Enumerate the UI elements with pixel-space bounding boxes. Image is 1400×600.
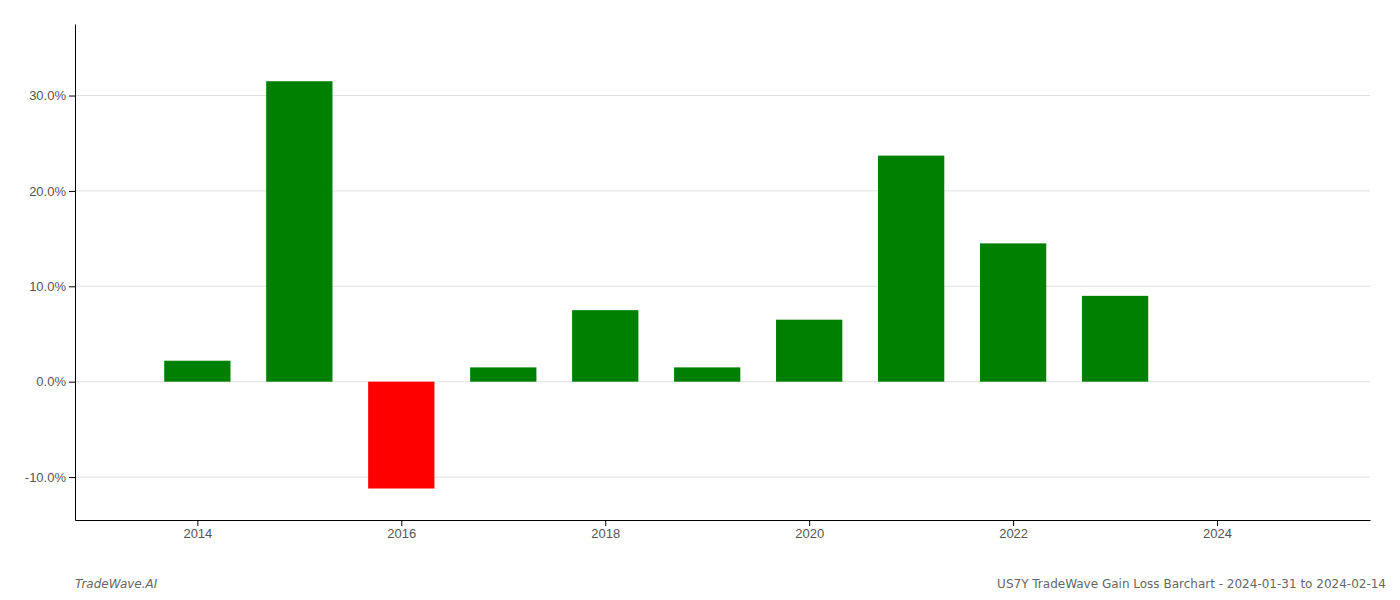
x-tick-mark — [1013, 520, 1014, 526]
plot-area: -10.0% 0.0% 10.0% 20.0% 30.0% 2014 2016 2018 202… — [25, 25, 1371, 542]
chart-svg: -10.0% 0.0% 10.0% 20.0% 30.0% 2014 2016 2018 202… — [0, 0, 1400, 600]
y-tick-mark — [69, 191, 75, 192]
x-tick: 2014 — [183, 520, 212, 541]
y-tick: 0.0% — [36, 374, 75, 389]
x-tick-label: 2016 — [387, 526, 416, 541]
x-tick: 2018 — [591, 520, 620, 541]
x-tick: 2020 — [795, 520, 824, 541]
bar — [674, 367, 740, 381]
x-tick-mark — [197, 520, 198, 526]
bar — [164, 361, 230, 382]
bar — [980, 243, 1046, 381]
x-tick-label: 2020 — [795, 526, 824, 541]
y-tick-label: 0.0% — [36, 374, 66, 389]
x-tick-mark — [1217, 520, 1218, 526]
y-tick-label: 20.0% — [29, 184, 66, 199]
x-tick-label: 2014 — [183, 526, 212, 541]
y-tick: 20.0% — [29, 184, 75, 199]
y-tick-label: 10.0% — [29, 279, 66, 294]
y-axis-line — [75, 25, 76, 521]
y-tick-mark — [69, 96, 75, 97]
y-tick: -10.0% — [25, 470, 75, 485]
bar — [266, 81, 332, 381]
x-tick-mark — [605, 520, 606, 526]
x-axis: 2014 2016 2018 2020 2022 2024 — [76, 520, 1371, 541]
x-tick: 2016 — [387, 520, 416, 541]
bar — [572, 310, 638, 382]
y-tick: 10.0% — [29, 279, 75, 294]
bars — [164, 81, 1148, 488]
y-tick-mark — [69, 382, 75, 383]
bar — [1082, 296, 1148, 382]
x-tick: 2024 — [1203, 520, 1232, 541]
footer-right: US7Y TradeWave Gain Loss Barchart - 2024… — [997, 577, 1386, 591]
grid-line — [75, 477, 1370, 478]
x-tick-label: 2024 — [1203, 526, 1232, 541]
bar — [368, 382, 434, 489]
x-axis-line — [76, 520, 1371, 521]
y-tick: 30.0% — [29, 88, 75, 103]
y-tick-label: 30.0% — [29, 88, 66, 103]
y-tick-mark — [69, 286, 75, 287]
x-tick-mark — [401, 520, 402, 526]
bar — [878, 156, 944, 382]
bar — [470, 367, 536, 381]
y-tick-mark — [69, 477, 75, 478]
x-tick-mark — [809, 520, 810, 526]
x-tick: 2022 — [999, 520, 1028, 541]
bar — [776, 320, 842, 382]
y-axis: -10.0% 0.0% 10.0% 20.0% 30.0% — [25, 25, 76, 521]
footer-left: TradeWave.AI — [75, 577, 158, 591]
y-tick-label: -10.0% — [25, 470, 67, 485]
x-tick-label: 2022 — [999, 526, 1028, 541]
x-tick-label: 2018 — [591, 526, 620, 541]
